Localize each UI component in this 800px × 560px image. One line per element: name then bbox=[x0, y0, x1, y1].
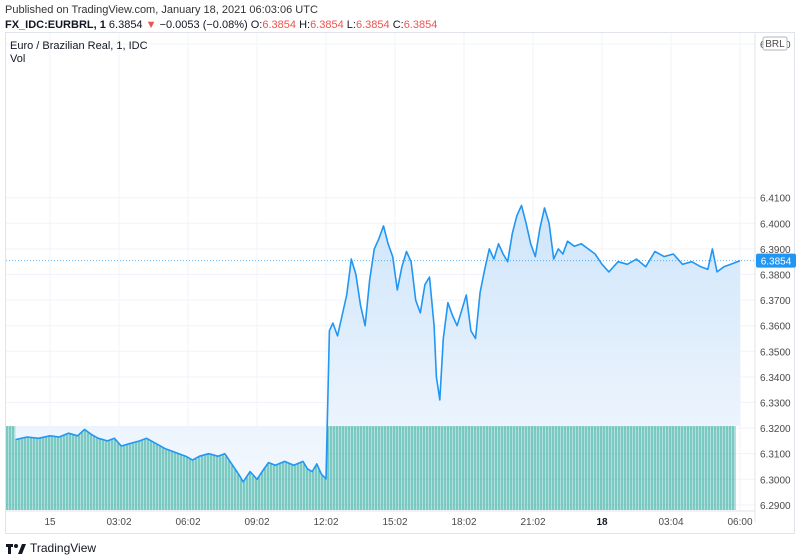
y-tick-label: 6.3200 bbox=[760, 424, 791, 435]
last-price: 6.3854 bbox=[108, 19, 143, 31]
x-tick-label: 12:02 bbox=[313, 517, 338, 528]
y-tick-label: 6.3500 bbox=[760, 347, 791, 358]
last-price-badge: 6.3854 bbox=[756, 253, 796, 268]
symbol-label: FX_IDC:EURBRL, 1 bbox=[5, 19, 106, 31]
y-tick-label: 6.3700 bbox=[760, 296, 791, 307]
y-tick-label: 6.3400 bbox=[760, 373, 791, 384]
currency-badge: BRL bbox=[762, 36, 788, 51]
currency-label: BRL bbox=[765, 39, 785, 50]
price-series-line bbox=[15, 204, 741, 483]
quote-line: FX_IDC:EURBRL, 1 6.3854 ▼ −0.0053 (−0.08… bbox=[5, 19, 437, 31]
tradingview-brand: TradingView bbox=[30, 541, 97, 555]
y-axis: 6.47006.41006.40006.39006.38006.37006.36… bbox=[754, 33, 791, 522]
publish-line: Published on TradingView.com, January 18… bbox=[5, 4, 318, 16]
x-tick-label: 21:02 bbox=[520, 517, 545, 528]
x-tick-label: 06:00 bbox=[727, 517, 752, 528]
close-value: 6.3854 bbox=[403, 19, 438, 31]
x-tick-label: 18:02 bbox=[451, 517, 476, 528]
x-tick-label: 03:04 bbox=[658, 517, 683, 528]
y-tick-label: 6.3900 bbox=[760, 245, 791, 256]
x-tick-label: 06:02 bbox=[175, 517, 200, 528]
x-tick-label: 09:02 bbox=[244, 517, 269, 528]
x-tick-label: 15 bbox=[44, 517, 56, 528]
y-tick-label: 6.3000 bbox=[760, 475, 791, 486]
x-tick-label: 18 bbox=[596, 517, 608, 528]
last-price-label: 6.3854 bbox=[761, 257, 792, 268]
x-tick-label: 03:02 bbox=[106, 517, 131, 528]
price-change: −0.0053 (−0.08%) bbox=[159, 19, 248, 31]
y-tick-label: 6.3300 bbox=[760, 398, 791, 409]
chart-frame bbox=[5, 32, 795, 534]
high-value: 6.3854 bbox=[310, 19, 344, 31]
high-label: H: bbox=[299, 19, 311, 31]
y-tick-label: 6.3600 bbox=[760, 322, 791, 333]
x-tick-label: 15:02 bbox=[382, 517, 407, 528]
y-tick-label: 6.3100 bbox=[760, 450, 791, 461]
tradingview-logo[interactable]: TradingView bbox=[6, 541, 96, 555]
down-arrow-icon: ▼ bbox=[145, 19, 157, 31]
y-tick-label: 6.2900 bbox=[760, 501, 791, 512]
open-value: 6.3854 bbox=[262, 19, 296, 31]
y-tick-label: 6.4100 bbox=[760, 194, 791, 205]
open-label: O: bbox=[250, 19, 263, 31]
price-area-fill bbox=[15, 205, 740, 482]
close-label: C: bbox=[392, 19, 404, 31]
y-tick-label: 6.3800 bbox=[760, 271, 791, 282]
chart-title: Euro / Brazilian Real, 1, IDC bbox=[10, 40, 148, 52]
low-label: L: bbox=[346, 19, 356, 31]
volume-legend: Vol bbox=[10, 53, 26, 65]
y-tick-label: 6.4000 bbox=[760, 219, 791, 230]
tradingview-logo-icon bbox=[6, 544, 26, 554]
low-value: 6.3854 bbox=[355, 19, 390, 31]
x-axis: 15 03:02 06:02 09:02 12:02 15:02 18:02 21:02 18 0… bbox=[6, 510, 755, 528]
